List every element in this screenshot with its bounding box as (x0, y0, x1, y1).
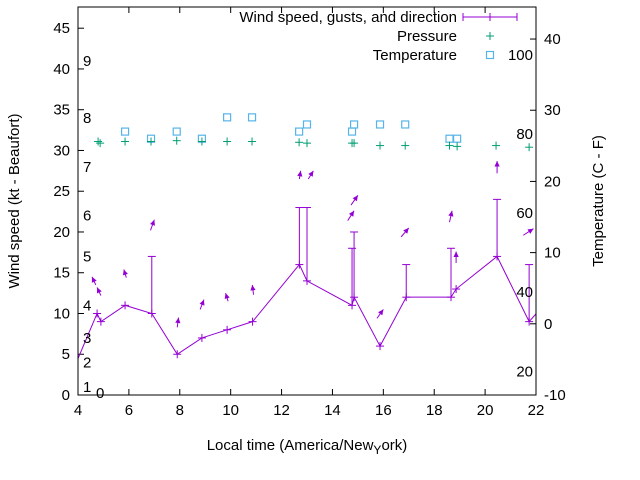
x-tick-label: 22 (528, 402, 545, 419)
legend-temperature-marker (485, 50, 495, 60)
y2-tick-label: 30 (544, 102, 561, 119)
legend-temperature-label: Temperature (373, 47, 457, 64)
temperature-point (295, 127, 304, 136)
wind-direction-arrowhead (199, 299, 205, 306)
wind-direction-arrowhead (453, 251, 459, 257)
y-tick-label: 20 (53, 224, 70, 241)
y2-tick-label: 20 (544, 173, 561, 190)
temperature-point (445, 134, 454, 143)
y-tick-label: 5 (62, 346, 70, 363)
y-tick-label: 0 (62, 387, 70, 404)
legend-pressure-label: Pressure (397, 28, 457, 45)
legend-wind-label: Wind speed, gusts, and direction (239, 9, 457, 26)
wind-direction-arrowhead (150, 219, 155, 226)
beaufort-label: 7 (83, 159, 91, 176)
beaufort-label: 3 (83, 330, 91, 347)
wind-direction-arrowhead (175, 317, 181, 324)
wind-direction-arrowhead (250, 284, 256, 291)
y2-tick-label: 0 (544, 316, 552, 333)
temperature-point (453, 134, 462, 143)
temperature-point (120, 127, 130, 136)
x-tick-label: 14 (324, 402, 341, 419)
legend-temperature-sample (485, 50, 495, 60)
wind-direction-arrowhead (494, 161, 500, 167)
tick-labels: 4 6 8 10 12 14 16 18 20 22051015202530354045-1001… (53, 20, 565, 419)
plot-area (78, 113, 536, 360)
beaufort-label: 2 (83, 354, 91, 371)
y2-tick-label: -10 (544, 387, 566, 404)
temperature-point (349, 120, 359, 129)
fahrenheit-label: 100 (508, 47, 533, 64)
x-axis-label: Local time (America/NewYork) (207, 437, 408, 457)
beaufort-label: 8 (83, 110, 91, 127)
wind-direction-arrowhead (97, 287, 102, 294)
y-tick-label: 40 (53, 61, 70, 78)
fahrenheit-label: 60 (516, 205, 533, 222)
wind-direction-arrowhead (403, 227, 409, 234)
y-tick-label: 15 (53, 265, 70, 282)
chart-marks (78, 113, 536, 360)
temperature-point (401, 120, 410, 129)
beaufort-label: 0 (96, 385, 104, 402)
y-tick-label: 35 (53, 102, 70, 119)
beaufort-label: 6 (83, 208, 91, 225)
axis-ticks (77, 7, 537, 396)
x-tick-label: 10 (222, 402, 239, 419)
beaufort-label: 9 (83, 53, 91, 70)
x-tick-label: 4 (74, 402, 82, 419)
x-tick-label: 18 (426, 402, 443, 419)
wind-direction-arrowhead (91, 276, 97, 283)
y2-axis-label: Temperature (C - F) (590, 135, 607, 267)
y-tick-label: 25 (53, 183, 70, 200)
wind-direction-arrowhead (224, 293, 230, 300)
fahrenheit-label: 20 (516, 363, 533, 380)
wind-direction-arrowhead (448, 210, 454, 217)
beaufort-label: 1 (83, 379, 91, 396)
wind-direction-arrowhead (308, 170, 314, 177)
y-tick-label: 10 (53, 305, 70, 322)
fahrenheit-label: 40 (516, 284, 533, 301)
x-tick-label: 8 (176, 402, 184, 419)
y2-tick-label: 40 (544, 31, 561, 48)
wind-direction-arrowhead (122, 269, 128, 276)
wind-direction-arrowhead (297, 170, 303, 177)
x-tick-label: 20 (477, 402, 494, 419)
beaufort-label: 4 (83, 297, 91, 314)
wind-direction-arrowhead (527, 228, 534, 234)
y-axis-label: Wind speed (kt - Beaufort) (6, 113, 23, 288)
plot-border (77, 6, 537, 396)
beaufort-label: 5 (83, 248, 91, 265)
temperature-point (172, 127, 181, 136)
fahrenheit-label: 80 (516, 126, 533, 143)
temperature-point (223, 113, 232, 122)
temperature-point (302, 120, 312, 129)
temperature-point (347, 127, 357, 136)
temperature-point (247, 113, 257, 122)
legend: Wind speed, gusts, and direction Pressur… (239, 9, 518, 64)
x-tick-label: 6 (125, 402, 133, 419)
legend-wind-sample (462, 13, 518, 21)
y-tick-label: 30 (53, 142, 70, 159)
wind-direction-arrowhead (378, 309, 384, 316)
y-tick-label: 45 (53, 20, 70, 37)
wind-direction-arrowhead (348, 210, 355, 217)
x-tick-label: 16 (375, 402, 392, 419)
y2-tick-label: 10 (544, 245, 561, 262)
wind-speed-line (78, 255, 536, 360)
legend-pressure-sample (486, 32, 494, 40)
temperature-point (375, 120, 385, 129)
wind-direction-arrowhead (352, 195, 358, 202)
x-tick-label: 12 (273, 402, 290, 419)
